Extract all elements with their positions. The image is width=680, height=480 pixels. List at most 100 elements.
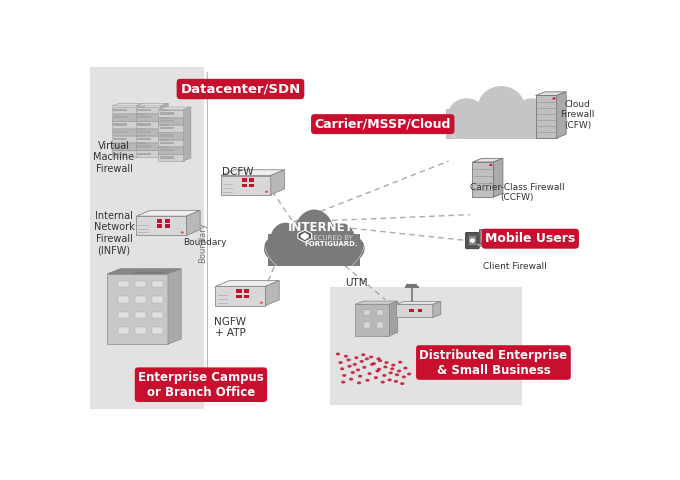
Circle shape (374, 376, 378, 379)
Bar (135, 121, 161, 128)
Polygon shape (298, 230, 311, 242)
Text: INTERNET: INTERNET (288, 221, 354, 234)
Polygon shape (216, 281, 279, 287)
Circle shape (349, 378, 353, 381)
Ellipse shape (264, 237, 286, 261)
Circle shape (340, 367, 344, 370)
Polygon shape (396, 304, 432, 317)
Bar (160, 120, 174, 122)
Circle shape (265, 191, 268, 193)
Circle shape (181, 231, 184, 234)
Bar (158, 110, 184, 117)
Polygon shape (216, 287, 265, 306)
Ellipse shape (478, 86, 525, 129)
Bar (160, 156, 174, 158)
Bar (158, 118, 184, 124)
Bar (112, 121, 137, 128)
Polygon shape (184, 107, 191, 161)
Bar (114, 123, 127, 126)
Circle shape (377, 357, 381, 360)
Ellipse shape (441, 111, 468, 133)
Bar (118, 312, 129, 318)
Circle shape (369, 356, 373, 359)
Circle shape (398, 360, 403, 364)
Bar (249, 179, 254, 182)
Polygon shape (107, 269, 181, 274)
Bar (135, 114, 161, 120)
Polygon shape (161, 103, 168, 157)
Bar (249, 184, 254, 187)
Bar (469, 237, 476, 245)
Circle shape (375, 370, 379, 372)
Ellipse shape (324, 223, 356, 258)
Circle shape (372, 362, 376, 365)
Bar (112, 129, 137, 135)
Bar (137, 145, 151, 147)
Text: Datacenter/SDN: Datacenter/SDN (180, 83, 301, 96)
Polygon shape (479, 229, 508, 243)
Circle shape (388, 372, 393, 374)
Text: Virtual
Machine
Firewall: Virtual Machine Firewall (93, 141, 135, 174)
Bar (158, 140, 184, 146)
Text: SECURED BY: SECURED BY (309, 235, 353, 240)
Polygon shape (470, 238, 475, 243)
Bar (160, 134, 174, 137)
Polygon shape (536, 96, 557, 138)
Polygon shape (476, 243, 511, 246)
Polygon shape (432, 301, 441, 317)
Text: Carrier/MSSP/Cloud: Carrier/MSSP/Cloud (315, 118, 451, 131)
Circle shape (354, 356, 358, 359)
Bar (165, 219, 170, 223)
Ellipse shape (290, 233, 318, 264)
Text: Cloud
Firewall
(CFW): Cloud Firewall (CFW) (560, 100, 595, 130)
Ellipse shape (312, 233, 341, 264)
Circle shape (402, 375, 406, 378)
Bar (135, 327, 146, 334)
Circle shape (403, 367, 407, 370)
Circle shape (381, 381, 385, 384)
Bar (158, 147, 184, 154)
Polygon shape (221, 170, 284, 176)
Polygon shape (473, 158, 503, 162)
Circle shape (367, 372, 372, 375)
Text: Carrier-Class Firewall
(CCFW): Carrier-Class Firewall (CCFW) (470, 183, 564, 202)
Text: FORTIGUARD.: FORTIGUARD. (304, 240, 358, 247)
Circle shape (336, 352, 340, 356)
Polygon shape (107, 274, 168, 344)
Polygon shape (137, 210, 200, 216)
Circle shape (400, 382, 405, 385)
Bar (118, 281, 129, 287)
Circle shape (339, 361, 343, 364)
Bar (90, 67, 203, 409)
Circle shape (489, 164, 492, 166)
Bar (114, 145, 127, 147)
Bar (418, 309, 422, 312)
Bar (409, 309, 414, 312)
Bar (157, 219, 163, 223)
Text: Internal
Network
Firewall
(INFW): Internal Network Firewall (INFW) (94, 211, 135, 255)
Circle shape (358, 375, 362, 378)
Circle shape (360, 360, 364, 363)
Circle shape (384, 361, 388, 364)
Bar (135, 129, 161, 135)
Bar (118, 327, 129, 334)
Ellipse shape (270, 223, 301, 258)
Bar (112, 114, 137, 120)
Bar (243, 295, 249, 298)
Text: Boundary: Boundary (199, 222, 207, 263)
Bar (364, 310, 370, 315)
Bar (135, 281, 146, 287)
Bar (165, 224, 170, 228)
Bar (241, 184, 247, 187)
Bar (112, 143, 137, 150)
Circle shape (344, 355, 348, 358)
Ellipse shape (513, 98, 551, 132)
Bar (364, 322, 370, 328)
Bar (137, 138, 151, 140)
Bar (137, 123, 151, 126)
Bar (112, 107, 137, 113)
Bar (112, 151, 137, 157)
Bar (137, 116, 151, 119)
Circle shape (552, 97, 556, 99)
Circle shape (351, 371, 355, 374)
